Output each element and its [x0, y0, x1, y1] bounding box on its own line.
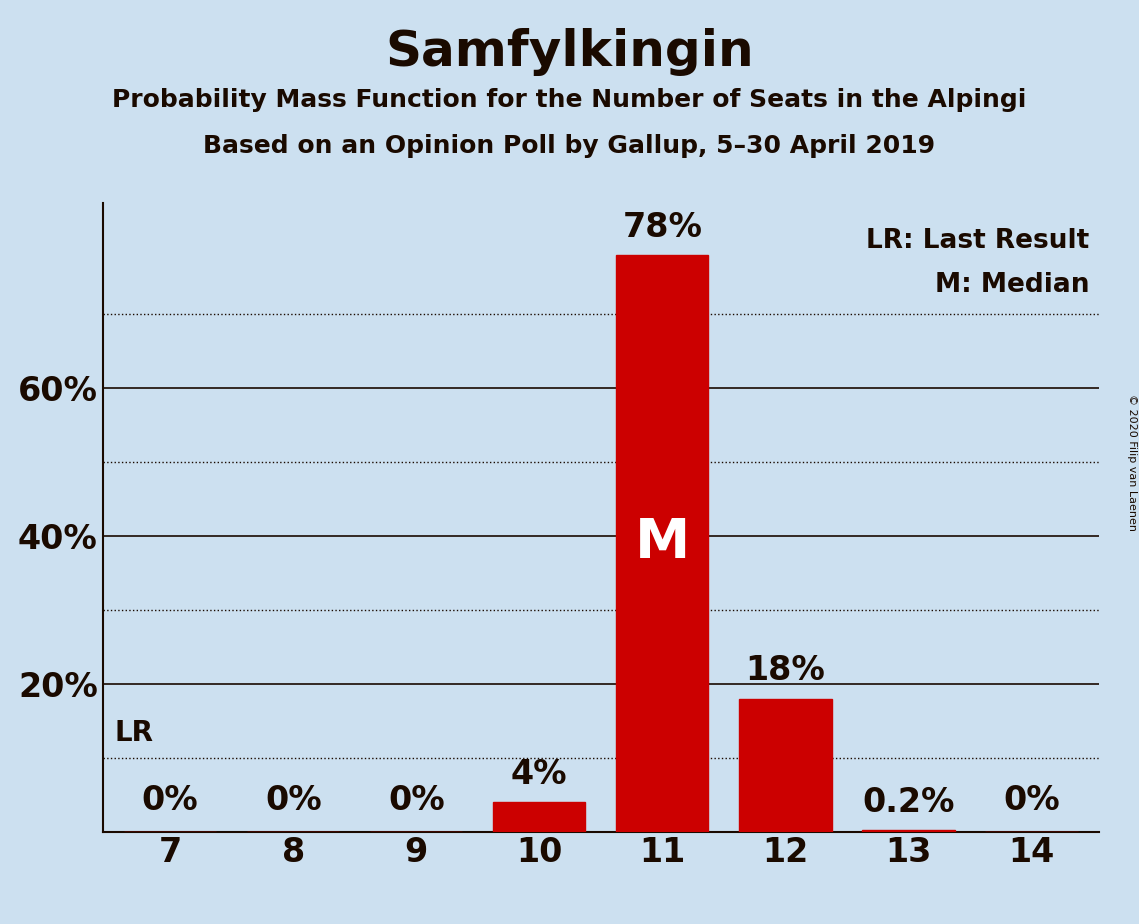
Text: 0%: 0%	[142, 784, 198, 817]
Bar	[616, 255, 708, 832]
Text: 0%: 0%	[1003, 784, 1059, 817]
Text: 18%: 18%	[746, 654, 826, 687]
Bar	[862, 830, 954, 832]
Text: 78%: 78%	[622, 211, 703, 244]
Text: LR: LR	[115, 719, 154, 747]
Text: 0.2%: 0.2%	[862, 786, 954, 819]
Text: M: M	[634, 517, 690, 570]
Text: LR: Last Result: LR: Last Result	[866, 228, 1089, 254]
Text: Samfylkingin: Samfylkingin	[385, 28, 754, 76]
Bar	[493, 802, 585, 832]
Text: © 2020 Filip van Laenen: © 2020 Filip van Laenen	[1126, 394, 1137, 530]
Text: 0%: 0%	[265, 784, 321, 817]
Bar	[739, 699, 831, 832]
Text: Probability Mass Function for the Number of Seats in the Alpingi: Probability Mass Function for the Number…	[113, 88, 1026, 112]
Text: 4%: 4%	[511, 758, 567, 791]
Text: M: Median: M: Median	[935, 273, 1089, 298]
Text: 0%: 0%	[388, 784, 444, 817]
Text: Based on an Opinion Poll by Gallup, 5–30 April 2019: Based on an Opinion Poll by Gallup, 5–30…	[204, 134, 935, 158]
